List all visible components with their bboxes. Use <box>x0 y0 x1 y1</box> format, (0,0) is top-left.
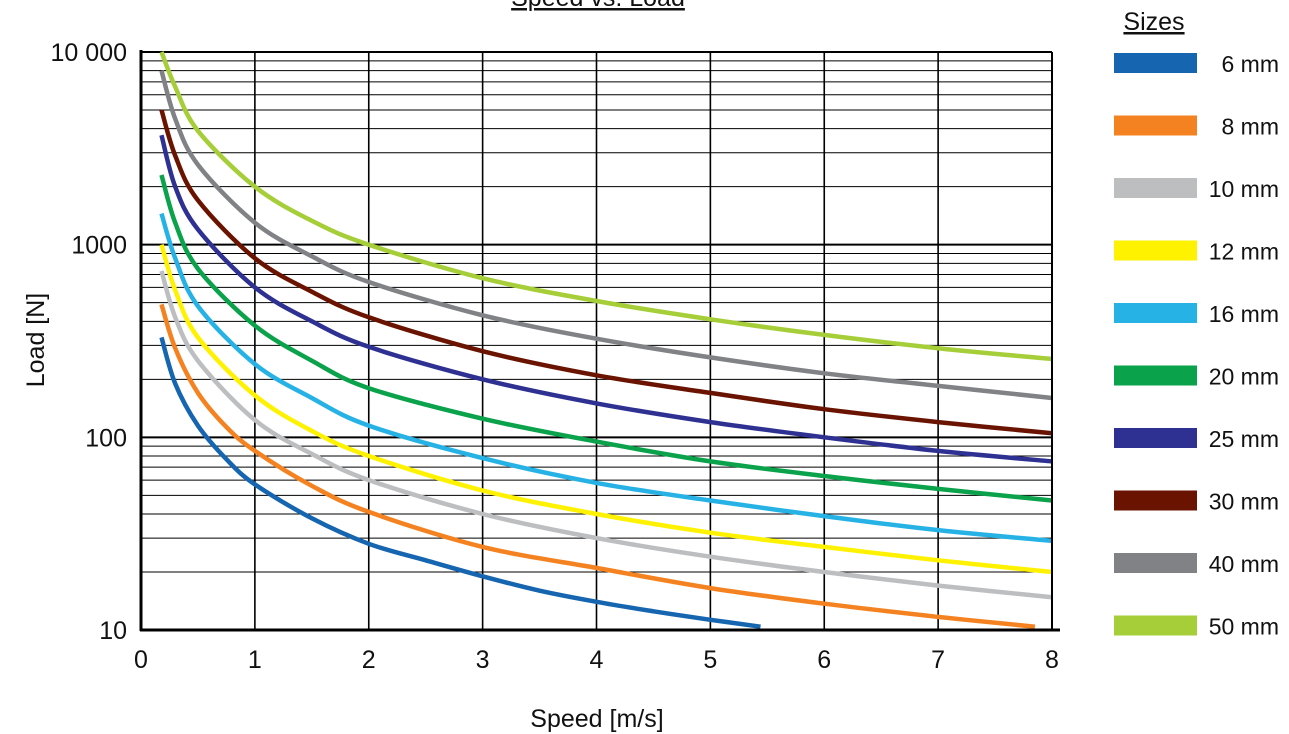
y-axis-label: Load [N] <box>22 293 50 388</box>
series-line-20-mm <box>159 174 1053 503</box>
x-tick-label: 1 <box>248 646 262 674</box>
legend: Sizes 6 mm 8 mm 10 mm 12 mm 16 mm 20 mm 25 mm 3… <box>1114 8 1279 640</box>
y-tick-label: 10 000 <box>51 39 127 67</box>
y-tick-label: 100 <box>85 424 127 452</box>
series-line-16-mm <box>159 212 1053 544</box>
legend-label: 6 mm <box>1222 51 1280 77</box>
series-line-10-mm <box>159 270 1053 600</box>
legend-label: 40 mm <box>1209 551 1279 577</box>
chart-title-group: Speed vs. Load <box>511 0 685 12</box>
legend-label: 12 mm <box>1209 239 1279 265</box>
x-tick-label: 3 <box>476 646 490 674</box>
legend-swatch-20-mm <box>1114 365 1197 386</box>
legend-swatch-10-mm <box>1114 178 1197 198</box>
legend-label: 25 mm <box>1209 426 1279 452</box>
x-tick-label: 8 <box>1045 646 1059 674</box>
legend-swatch-30-mm <box>1114 490 1197 511</box>
legend-swatch-40-mm <box>1114 553 1197 573</box>
series-line-50-mm <box>159 51 1053 362</box>
x-tick-label: 2 <box>362 646 376 674</box>
legend-swatch-12-mm <box>1114 240 1197 261</box>
legend-label: 20 mm <box>1209 364 1279 390</box>
x-tick-label: 6 <box>817 646 831 674</box>
legend-label: 16 mm <box>1209 301 1279 327</box>
x-tick-label: 0 <box>134 646 148 674</box>
series-lines <box>159 51 1053 629</box>
legend-swatch-6-mm <box>1114 53 1197 73</box>
y-tick-label: 1000 <box>71 232 127 260</box>
legend-swatch-25-mm <box>1114 428 1197 448</box>
series-line-40-mm <box>159 70 1053 401</box>
legend-label: 50 mm <box>1209 614 1279 640</box>
series-line-30-mm <box>159 109 1053 436</box>
series-line-25-mm <box>159 134 1053 464</box>
legend-label: 8 mm <box>1222 114 1280 140</box>
x-tick-label: 4 <box>590 646 604 674</box>
legend-items: 6 mm 8 mm 10 mm 12 mm 16 mm 20 mm 25 mm 30 mm 40… <box>1114 51 1279 640</box>
legend-swatch-8-mm <box>1114 115 1197 136</box>
legend-title: Sizes <box>1123 8 1184 36</box>
axes <box>139 50 1060 632</box>
series-line-6-mm <box>159 336 761 629</box>
legend-label: 30 mm <box>1209 489 1279 515</box>
x-tick-label: 7 <box>931 646 945 674</box>
series-line-8-mm <box>159 303 1036 629</box>
chart-title: Speed vs. Load <box>511 0 685 12</box>
legend-label: 10 mm <box>1209 176 1279 202</box>
legend-swatch-16-mm <box>1114 303 1197 323</box>
series-line-12-mm <box>159 244 1053 575</box>
x-axis-label: Speed [m/s] <box>530 705 663 733</box>
y-tick-label: 10 <box>99 617 127 645</box>
x-tick-label: 5 <box>703 646 717 674</box>
tick-labels: 0 1 2 3 4 5 6 7 8 10 100 1000 10 000 <box>51 39 1059 674</box>
legend-swatch-50-mm <box>1114 615 1197 636</box>
